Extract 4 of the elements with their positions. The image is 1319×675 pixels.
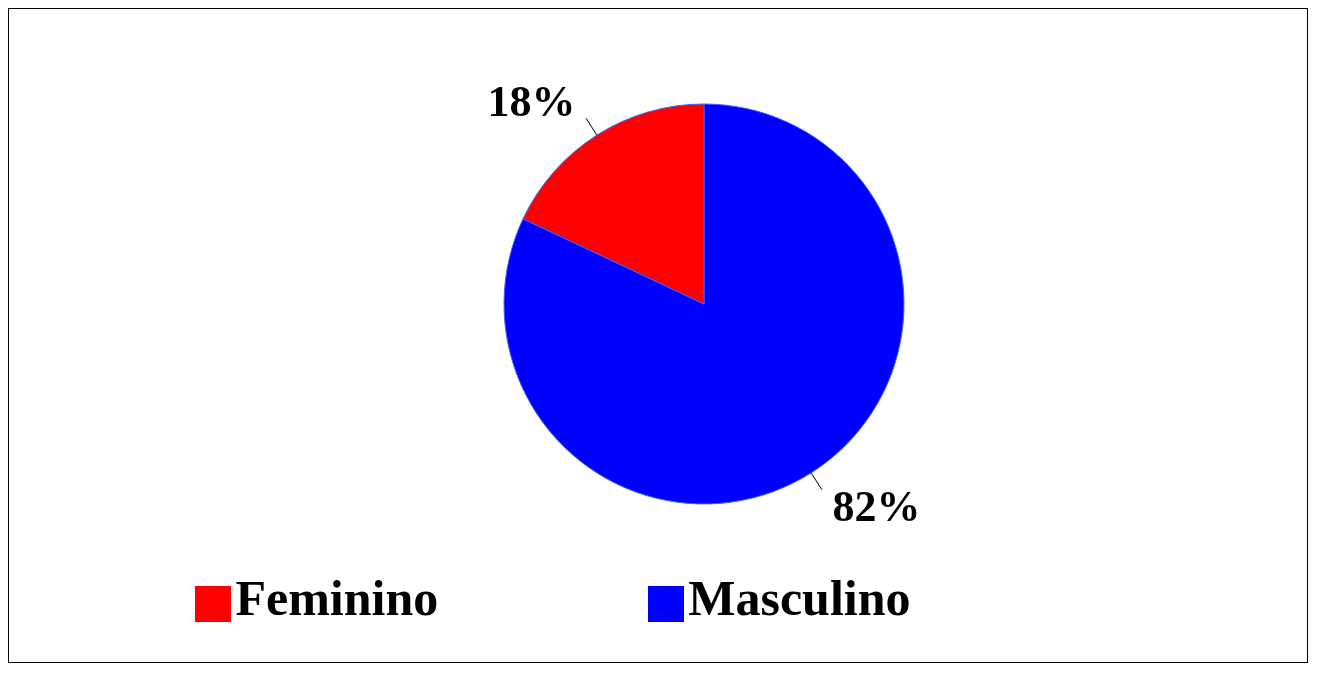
legend-label: Feminino (235, 570, 439, 626)
legend-label: Masculino (688, 570, 911, 626)
data-label: 82% (832, 482, 921, 532)
data-label: 18% (487, 76, 576, 126)
